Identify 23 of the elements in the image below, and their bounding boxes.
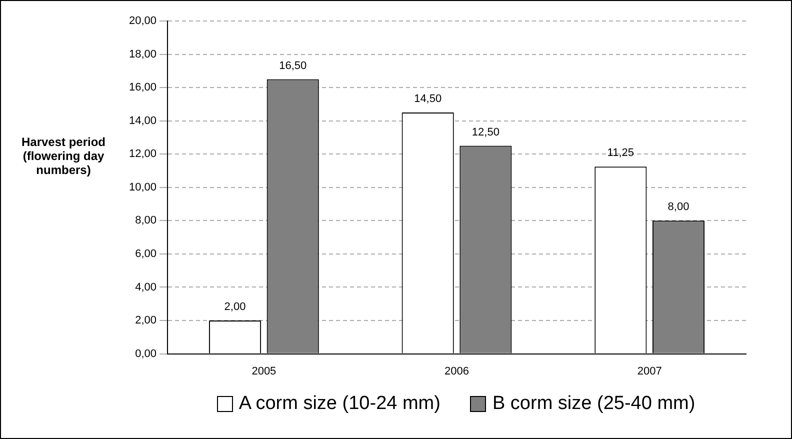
y-tick-label: 20,00 xyxy=(128,15,157,28)
y-tick-label: 12,00 xyxy=(128,148,157,160)
y-tick-label: 8,00 xyxy=(135,214,157,227)
y-axis-title: Harvest period (flowering day numbers) xyxy=(20,135,107,179)
text: A corm size (10-24 mm) xyxy=(238,393,440,415)
data-label: 8,00 xyxy=(668,201,690,214)
y-tick-label: 6,00 xyxy=(135,248,157,260)
data-label: 11,25 xyxy=(607,147,634,160)
y-tick-label: 16,00 xyxy=(128,82,157,94)
y-tick-label: 14,00 xyxy=(128,114,157,127)
y-tick-label: 18,00 xyxy=(128,48,157,60)
legend-label: B corm size (25-40 mm) xyxy=(492,393,696,415)
x-tick-label: 2005 xyxy=(252,365,276,378)
data-label: 14,50 xyxy=(414,93,442,106)
x-tick-label: 2007 xyxy=(637,365,662,378)
x-tick-label: 2006 xyxy=(444,365,470,378)
data-label: 12,50 xyxy=(472,126,500,138)
y-tick-label: 0,00 xyxy=(135,348,157,360)
y-tick-label: 10,00 xyxy=(128,181,157,194)
y-tick-label: 2,00 xyxy=(135,314,157,327)
y-tick-label: 4,00 xyxy=(135,281,157,294)
data-label: 16,50 xyxy=(279,60,307,72)
data-label: 2,00 xyxy=(224,301,246,314)
